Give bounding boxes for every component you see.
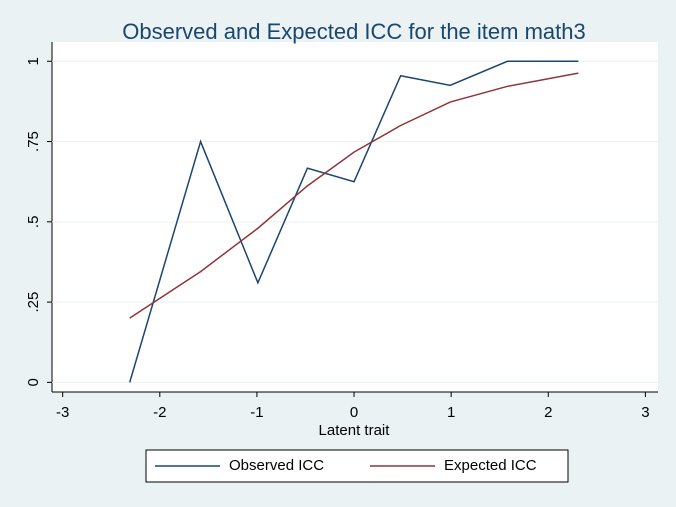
x-tick-label: 3: [641, 404, 649, 421]
x-tick-label: -2: [153, 404, 166, 421]
legend-label: Expected ICC: [444, 457, 537, 474]
series-line: [129, 72, 579, 319]
series-line: [128, 60, 579, 383]
x-axis-label: Latent trait: [319, 422, 391, 439]
y-tick-label: .5: [25, 216, 42, 229]
chart-title: Observed and Expected ICC for the item m…: [122, 19, 585, 44]
y-tick-label: .25: [25, 292, 42, 313]
x-tick-label: -3: [56, 404, 69, 421]
x-tick-label: 0: [350, 404, 358, 421]
x-tick-label: 2: [544, 404, 552, 421]
legend-label: Observed ICC: [229, 457, 324, 474]
y-tick-label: .75: [25, 131, 42, 152]
y-tick-label: 0: [25, 378, 42, 386]
x-tick-label: 1: [447, 404, 455, 421]
plot-area: [52, 42, 658, 392]
x-tick-label: -1: [250, 404, 263, 421]
y-tick-label: 1: [25, 57, 42, 65]
